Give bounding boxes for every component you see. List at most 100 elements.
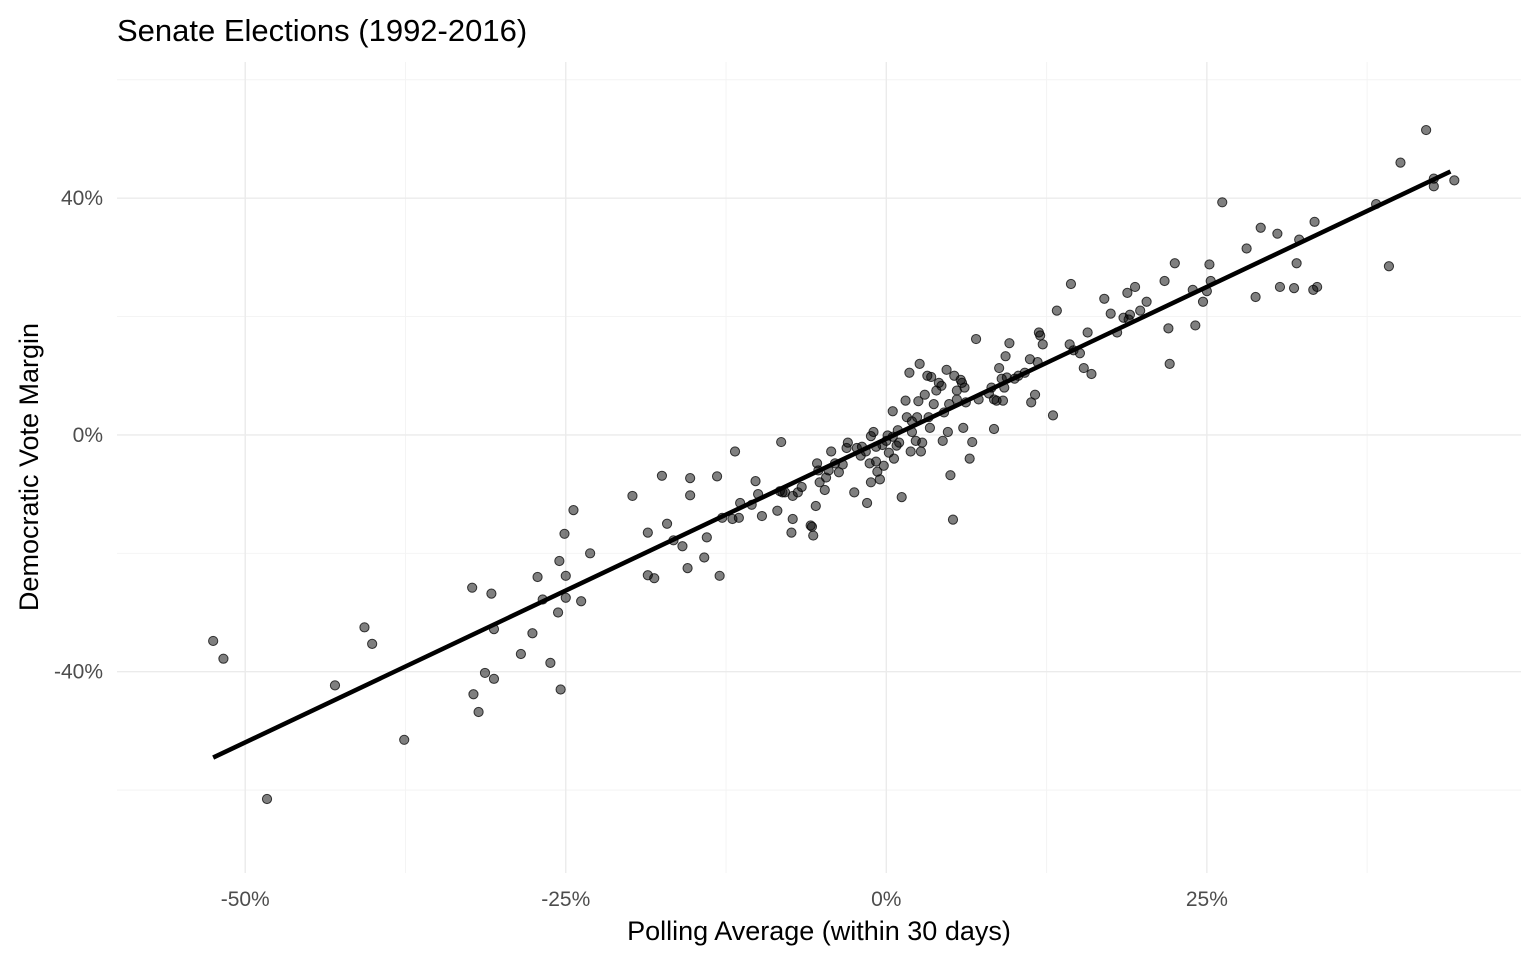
data-point — [945, 470, 956, 481]
chart-title: Senate Elections (1992-2016) — [117, 13, 527, 48]
data-point — [1105, 308, 1116, 319]
data-point — [1164, 358, 1175, 370]
data-point — [1274, 281, 1286, 293]
data-point — [576, 596, 587, 607]
data-point — [861, 497, 873, 509]
data-point — [1241, 243, 1252, 254]
data-point — [1082, 327, 1093, 338]
data-point — [1141, 296, 1152, 307]
data-point — [936, 380, 947, 391]
data-point — [941, 364, 952, 375]
data-point — [926, 371, 937, 383]
y-tick-label: 40% — [61, 187, 103, 210]
data-point — [874, 474, 886, 485]
data-point — [1000, 351, 1011, 362]
data-point — [473, 706, 484, 718]
data-point — [1086, 368, 1097, 380]
plot-grid — [117, 62, 1521, 873]
data-point — [560, 592, 571, 603]
data-point — [819, 484, 830, 496]
data-point — [729, 446, 741, 457]
data-point — [1255, 222, 1266, 233]
data-point — [560, 570, 571, 581]
data-point — [776, 436, 787, 448]
data-point — [900, 395, 911, 406]
data-point — [218, 653, 229, 664]
data-point — [1395, 157, 1406, 168]
data-point — [682, 563, 693, 574]
data-point — [685, 473, 696, 484]
data-point — [532, 571, 543, 583]
data-point — [810, 500, 821, 512]
data-point — [915, 446, 927, 457]
data-point — [942, 426, 953, 438]
data-point — [1449, 175, 1460, 186]
data-point — [208, 635, 219, 647]
data-point — [685, 490, 696, 501]
data-point — [868, 426, 879, 438]
data-point — [677, 541, 688, 552]
data-point — [1078, 362, 1089, 374]
data-point — [486, 588, 497, 599]
data-point — [367, 638, 378, 650]
data-point — [329, 680, 341, 691]
x-tick-label: 25% — [1186, 888, 1228, 911]
data-point — [559, 528, 570, 539]
data-point — [1129, 281, 1141, 293]
x-tick-label: -50% — [221, 888, 270, 911]
data-point — [261, 793, 273, 805]
data-point — [796, 481, 807, 493]
data-point — [515, 648, 526, 660]
data-point — [1190, 320, 1201, 331]
x-axis-title: Polling Average (within 30 days) — [627, 916, 1011, 946]
data-point — [772, 505, 783, 516]
x-tick-label: 0% — [871, 888, 901, 911]
data-point — [928, 399, 939, 410]
data-point — [947, 514, 959, 525]
data-point — [1217, 197, 1228, 208]
y-axis-ticks: 40% 0% -40% — [54, 187, 103, 684]
data-point — [959, 382, 970, 393]
y-tick-label: 0% — [73, 424, 103, 447]
data-point — [399, 734, 410, 745]
data-point — [997, 395, 1009, 406]
data-point — [488, 673, 500, 684]
data-point — [554, 555, 565, 567]
data-point — [914, 358, 925, 370]
data-point — [806, 521, 818, 532]
data-point — [787, 513, 798, 525]
data-point — [627, 490, 638, 502]
data-point — [1065, 278, 1077, 290]
data-point — [714, 570, 725, 581]
data-point — [865, 477, 877, 488]
data-point — [1197, 296, 1209, 307]
data-point — [468, 689, 479, 700]
data-point — [988, 423, 1000, 435]
data-point — [924, 422, 936, 433]
data-point — [1035, 330, 1046, 341]
data-point — [552, 607, 564, 618]
data-point — [842, 437, 853, 448]
data-point — [849, 487, 860, 498]
data-point — [479, 667, 491, 679]
data-point — [642, 527, 653, 538]
data-point — [870, 456, 882, 467]
data-point — [967, 436, 978, 448]
data-point — [585, 548, 596, 559]
data-point — [1250, 291, 1261, 303]
data-point — [887, 406, 898, 417]
x-axis-ticks: -50% -25% 0% 25% — [221, 888, 1228, 911]
data-point — [994, 362, 1005, 374]
data-point — [1122, 287, 1133, 298]
data-point — [545, 657, 556, 668]
data-point — [1169, 258, 1180, 269]
data-point — [701, 532, 712, 543]
data-point — [1421, 124, 1432, 136]
data-point — [919, 389, 930, 400]
data-point — [1047, 410, 1059, 421]
data-point — [1312, 281, 1323, 293]
regression-line-group — [212, 169, 1452, 760]
data-point — [970, 333, 982, 345]
data-point — [894, 437, 905, 448]
